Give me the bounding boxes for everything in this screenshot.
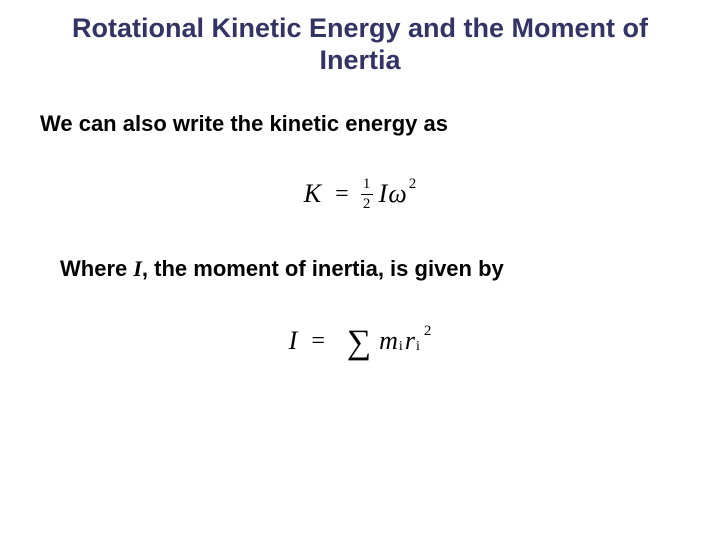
eq1-frac-den: 2 (363, 197, 371, 212)
eq2-r: r (405, 326, 415, 356)
eq1-lhs: K (304, 179, 321, 209)
sigma-icon: ∑ (347, 324, 371, 362)
eq1-fraction: 1 2 (361, 177, 373, 212)
eq1-exp: 2 (409, 176, 417, 193)
sub-intro-prefix: Where (60, 256, 133, 281)
sub-intro-suffix: , the moment of inertia, is given by (142, 256, 504, 281)
sub-intro-var-I: I (133, 256, 142, 281)
intro-text: We can also write the kinetic energy as (40, 111, 690, 137)
equation-moment-of-inertia: I = ∑ m i r i 2 (30, 322, 690, 360)
equation-1: K = 1 2 I ω 2 (304, 177, 416, 212)
slide: Rotational Kinetic Energy and the Moment… (0, 0, 720, 540)
eq2-m: m (379, 326, 398, 356)
eq2-sub-i-1: i (399, 339, 403, 355)
eq1-frac-num: 1 (363, 177, 371, 192)
eq2-sub-i-2: i (416, 339, 420, 355)
eq2-lhs: I (289, 326, 298, 356)
sub-intro-text: Where I, the moment of inertia, is given… (60, 256, 690, 282)
eq1-I: I (379, 179, 388, 209)
eq1-frac-bar (361, 194, 373, 195)
slide-title: Rotational Kinetic Energy and the Moment… (30, 12, 690, 77)
eq2-exp: 2 (424, 323, 432, 340)
eq2-equals: = (311, 328, 325, 355)
eq1-equals: = (335, 181, 349, 208)
eq1-omega: ω (388, 179, 406, 209)
equation-kinetic-energy: K = 1 2 I ω 2 (30, 177, 690, 212)
equation-2: I = ∑ m i r i 2 (289, 322, 432, 360)
